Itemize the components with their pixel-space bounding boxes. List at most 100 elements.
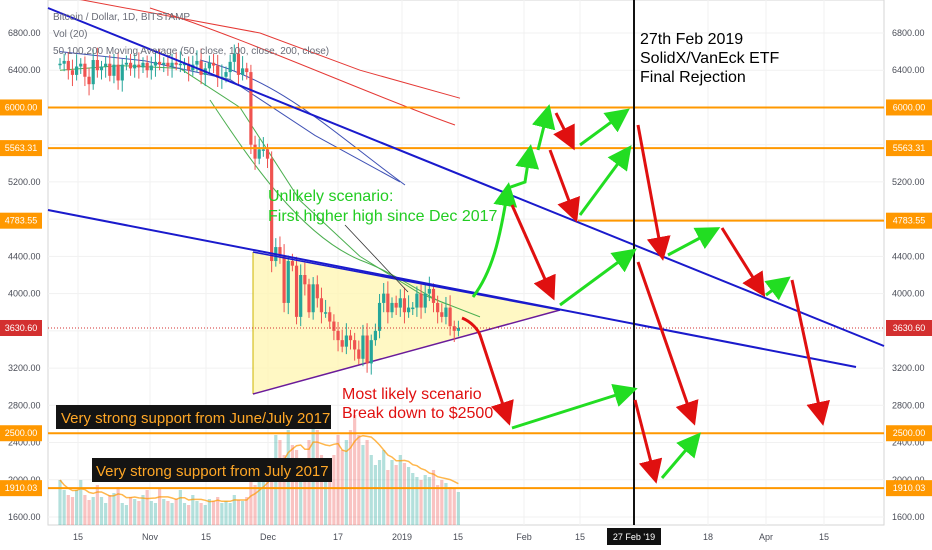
volume-bar: [162, 499, 166, 525]
volume-bar: [70, 497, 75, 525]
y-tick-label: 6400.00: [8, 65, 41, 75]
x-tick-label: 15: [819, 532, 829, 542]
candle-body: [411, 307, 415, 310]
price-tag-label: 5563.31: [893, 143, 926, 153]
x-tick-label: 15: [575, 532, 585, 542]
candle-body: [348, 335, 353, 341]
candle-body: [261, 149, 265, 151]
y-tick-label: 4000.00: [8, 289, 41, 299]
price-tags-right: 6000.00 5563.31 4783.55 3630.60 2500.00 1910.…: [886, 99, 932, 497]
grid: [47, 0, 885, 526]
price-tag-label: 4783.55: [5, 216, 38, 226]
price-tag: [886, 99, 932, 116]
volume-bar: [141, 495, 145, 525]
x-tick-label: 18: [703, 532, 713, 542]
y-tick-label: 4400.00: [892, 251, 925, 261]
volume-bar: [149, 501, 153, 525]
x-tick-label: Feb: [516, 532, 532, 542]
event-line-1: 27th Feb 2019: [640, 31, 743, 48]
volume-bar: [232, 495, 236, 525]
x-tick-label: 17: [333, 532, 343, 542]
volume-bar: [448, 487, 452, 525]
candle-body: [166, 62, 170, 67]
candle-body: [365, 335, 369, 364]
volume-bar: [224, 501, 228, 525]
candle-body: [402, 298, 407, 313]
volume-bar: [195, 501, 199, 525]
candle-body: [265, 149, 270, 159]
candle-body: [353, 340, 357, 350]
y-tick-label: 1600.00: [8, 512, 41, 522]
candle-body: [282, 256, 286, 303]
volume-bar: [444, 483, 448, 525]
y-tick-label: 2000.00: [8, 475, 41, 485]
candle-body: [216, 65, 220, 78]
horizontal-levels: [48, 106, 884, 490]
price-tag: [886, 480, 932, 497]
candle-body: [369, 340, 373, 364]
green-arrow: [531, 104, 556, 151]
candle-body: [278, 247, 282, 257]
candle-body: [307, 284, 311, 313]
candle-body: [324, 312, 328, 314]
price-tags-left: 6000.00 5563.31 4783.55 3630.60 2500.00 1910.…: [0, 99, 42, 497]
volume-bar: [253, 485, 257, 525]
volume-bar: [207, 499, 211, 525]
candle-body: [427, 288, 431, 294]
volume-bar: [394, 465, 398, 525]
candle-body: [70, 70, 75, 75]
green-arrow: [471, 182, 518, 298]
volume-bar: [423, 475, 427, 525]
volume-bar: [307, 440, 311, 525]
volume-bar: [361, 445, 365, 525]
y-tick-label: 2000.00: [892, 475, 925, 485]
event-line-3: Final Rejection: [640, 69, 746, 86]
price-tag: [0, 480, 42, 497]
price-tag-label: 1910.03: [5, 483, 38, 493]
candle-body: [431, 288, 436, 303]
volume-bar: [303, 465, 307, 525]
candle-body: [344, 335, 348, 347]
volume-bar: [145, 490, 149, 525]
candle-body: [245, 68, 249, 73]
green-arrow: [507, 144, 540, 190]
volume-bar: [158, 489, 162, 525]
candle-body: [228, 61, 232, 73]
candle-body: [182, 63, 187, 66]
red-arrow: [548, 149, 580, 223]
candle-body: [390, 302, 394, 313]
candle-body: [187, 63, 191, 71]
candle-body: [104, 63, 108, 67]
volume-bar: [290, 445, 294, 525]
y-tick-label: 3200.00: [8, 363, 41, 373]
candle-body: [299, 275, 303, 317]
green-arrow: [660, 432, 701, 479]
candle-body: [253, 144, 257, 159]
candle-body: [153, 61, 158, 66]
candle-body: [112, 64, 116, 76]
candle-body: [232, 53, 236, 62]
y-tick-label: 6800.00: [892, 28, 925, 38]
candle-body: [62, 60, 66, 64]
y-tick-label: 2800.00: [8, 400, 41, 410]
volume-bar: [332, 455, 336, 525]
volume-bar: [91, 497, 95, 525]
volume-bar: [427, 477, 431, 525]
candle-body: [145, 62, 149, 71]
volume-indicator-label: Vol (20): [53, 29, 87, 40]
candle-body: [120, 64, 124, 81]
date-tag: 27 Feb '19: [607, 528, 661, 545]
volume-bar: [324, 460, 328, 525]
volume-bar: [390, 460, 394, 525]
volume-average-line: [59, 434, 459, 503]
candle-body: [116, 64, 120, 81]
candle-body: [415, 293, 419, 308]
candle-body: [199, 60, 203, 75]
volume-bar: [203, 505, 207, 525]
price-tag-label: 2500.00: [893, 428, 926, 438]
volume-bar: [241, 501, 245, 525]
candle-body: [319, 298, 324, 313]
volume-bar: [245, 497, 249, 525]
volume-bar: [116, 487, 120, 525]
